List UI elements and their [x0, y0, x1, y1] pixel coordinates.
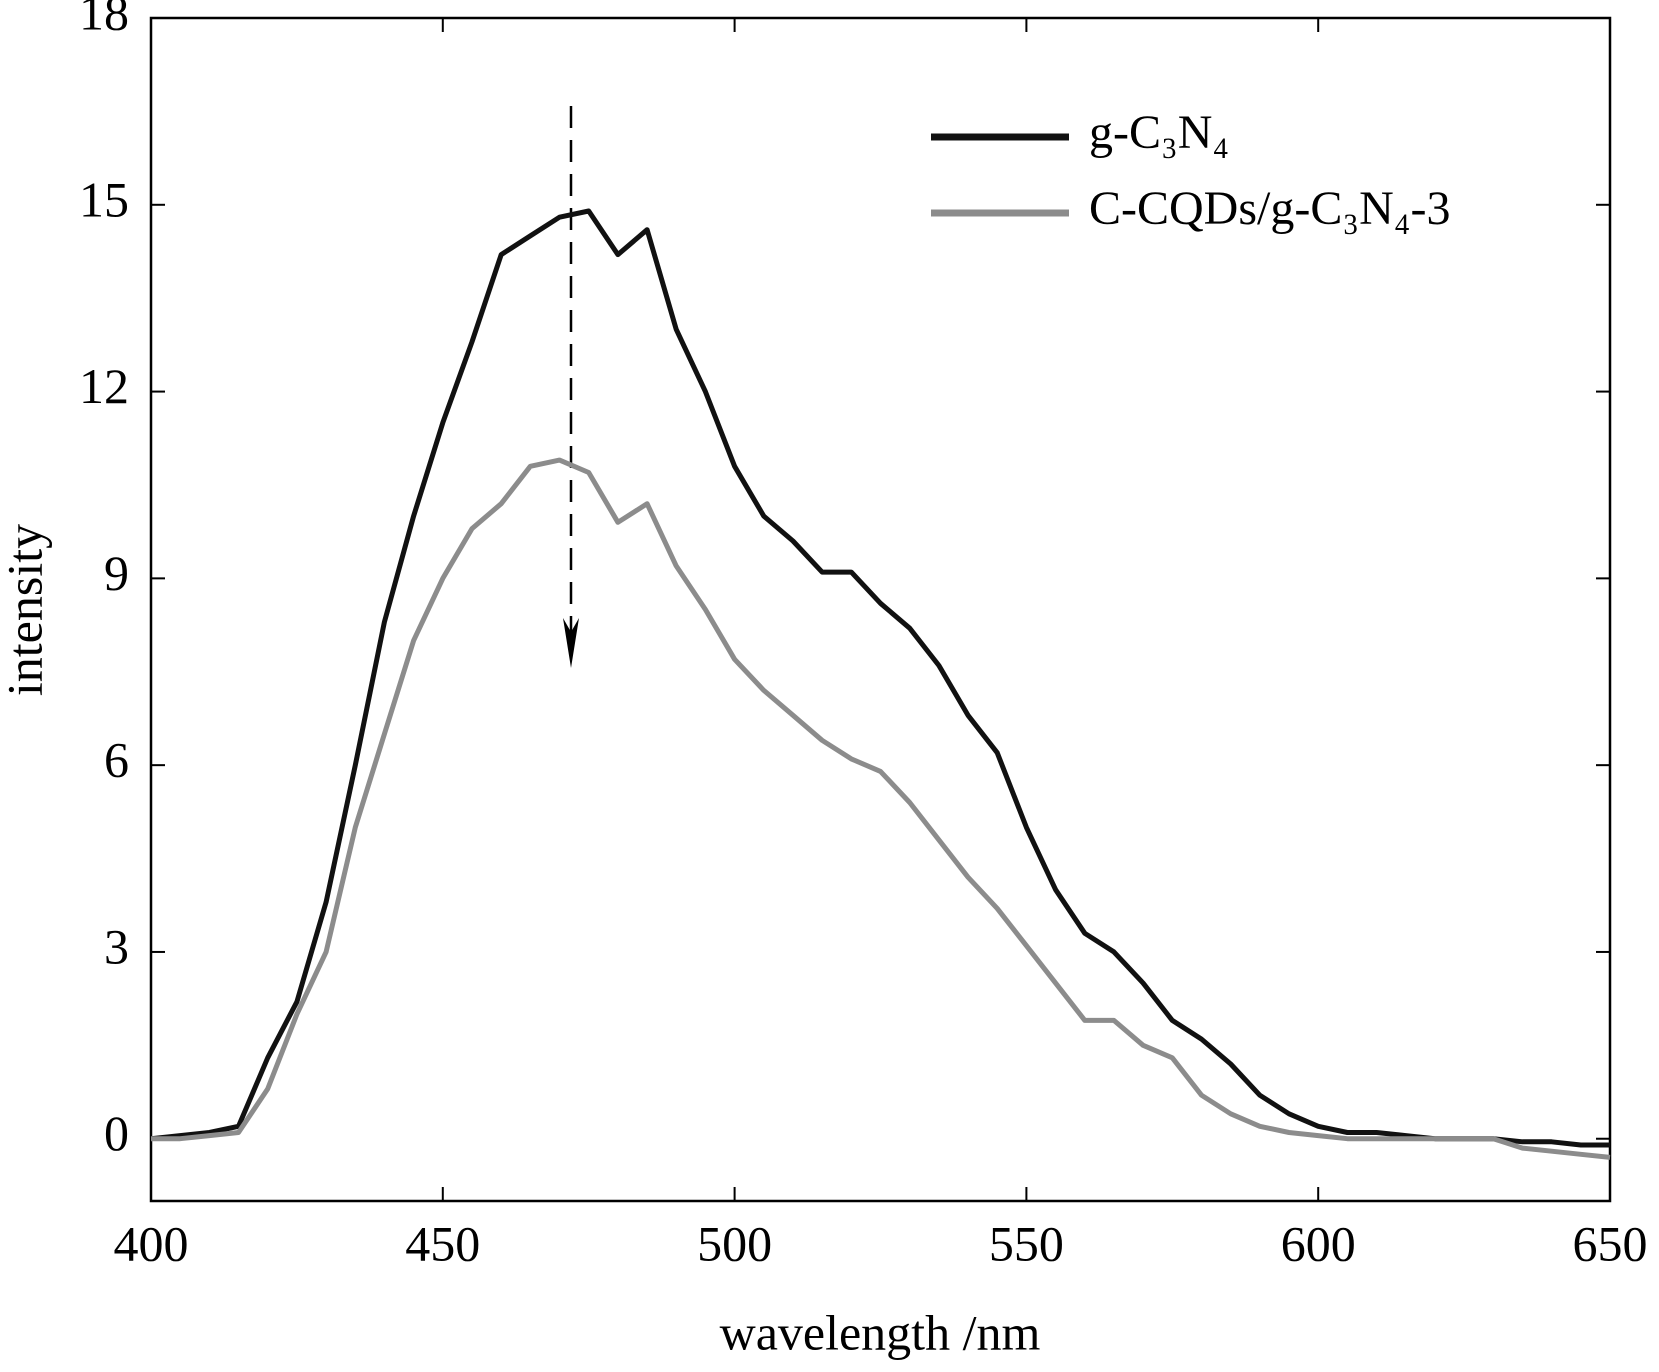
- x-tick-label: 550: [989, 1215, 1064, 1271]
- series-line: [150, 208, 1610, 1148]
- arrow-head: [563, 618, 579, 668]
- x-tick-label: 500: [697, 1215, 772, 1271]
- x-tick-label: 650: [1573, 1215, 1648, 1271]
- y-tick-label: 12: [79, 358, 129, 414]
- annotation-arrow: [563, 106, 579, 668]
- series-line: [151, 457, 1611, 1160]
- y-tick-label: 6: [104, 732, 129, 788]
- plot-frame: [149, 16, 1612, 1203]
- legend-label: C-CQDs/g-C₃N₄-3: [1089, 182, 1450, 235]
- x-tick-label: 450: [405, 1215, 480, 1271]
- y-tick-label: 3: [104, 918, 129, 974]
- y-axis-title: intensity: [0, 524, 52, 696]
- y-tick-label: 15: [79, 171, 129, 227]
- y-tick-label: 0: [104, 1105, 129, 1161]
- x-axis-title: wavelength /nm: [720, 1304, 1041, 1360]
- y-tick-label: 18: [79, 0, 129, 40]
- y-tick-label: 9: [104, 545, 129, 601]
- x-tick-label: 400: [114, 1215, 189, 1271]
- x-tick-label: 600: [1281, 1215, 1356, 1271]
- legend-label: g-C₃N₄: [1089, 106, 1229, 159]
